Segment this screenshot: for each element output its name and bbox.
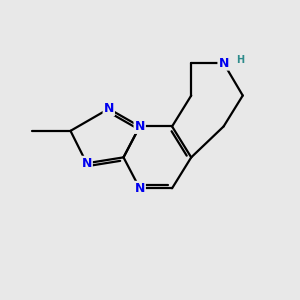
Text: N: N xyxy=(103,102,114,115)
Text: N: N xyxy=(82,157,92,170)
Text: N: N xyxy=(134,120,145,133)
Text: N: N xyxy=(134,182,145,195)
Text: N: N xyxy=(218,57,229,70)
Text: H: H xyxy=(236,55,244,65)
